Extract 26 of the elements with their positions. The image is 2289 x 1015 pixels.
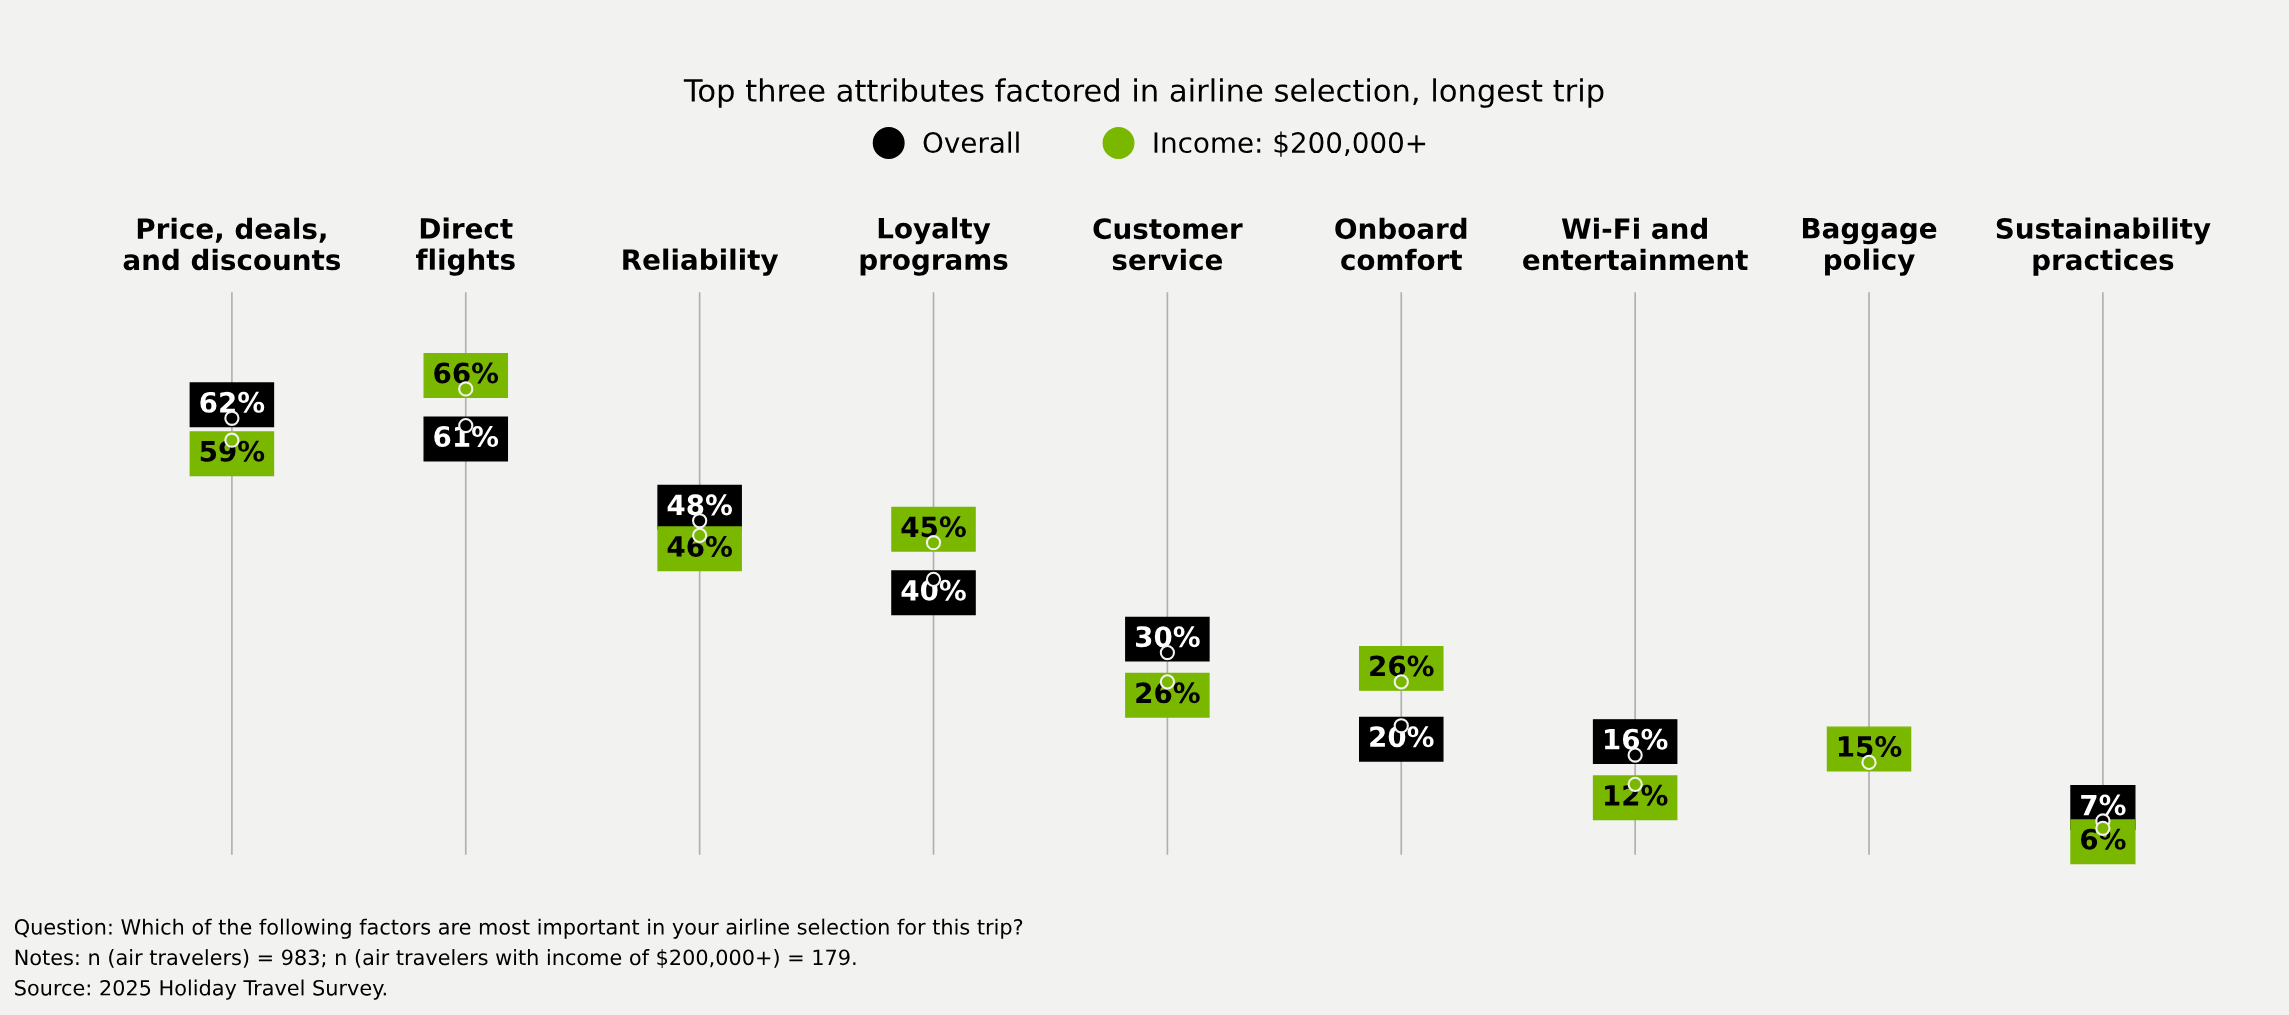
x-tick-label: Onboard comfort	[1335, 217, 1467, 271]
text: Notes: n (air travelers) = 983; n (air travelers with income of $200,000+) = 179.	[15, 949, 856, 968]
x-tick-label: Direct flights	[415, 217, 515, 276]
data-label: 45%	[901, 516, 966, 538]
x-tick-label: Customer service	[1093, 218, 1243, 271]
chart-title: Top three attributes factored in airline selection, longest trip	[683, 78, 1604, 108]
data-label: 26%	[1370, 655, 1434, 677]
text: Question: Which of the following factors are most important in your airline selection for this trip?	[14, 918, 1023, 939]
x-tick-label: Sustainability practices	[1996, 217, 2211, 276]
x-tick-label: Wi-Fi and entertainment	[1523, 217, 1748, 271]
data-label: 15%	[1838, 735, 1902, 757]
data-label: 7%	[2081, 794, 2126, 816]
data-label: 30%	[1136, 626, 1200, 648]
data-label: 46%	[667, 535, 732, 557]
data-label: 48%	[667, 494, 732, 516]
x-tick-label: Price, deals, and discounts	[123, 217, 341, 271]
legend-label: Overall	[923, 131, 1019, 154]
data-label: 61%	[434, 426, 499, 448]
source-note: Source: 2025 Holiday Travel Survey.	[15, 979, 386, 1000]
x-tick-label: Baggage policy	[1802, 218, 1937, 276]
data-label: 16%	[1605, 728, 1668, 750]
legend-label: Income: $200,000+	[1154, 131, 1426, 157]
x-tick-label: Loyalty programs	[860, 217, 1008, 276]
data-label: 66%	[434, 362, 499, 384]
data-label: 62%	[200, 391, 265, 413]
x-tick-label: Reliability	[623, 248, 779, 276]
